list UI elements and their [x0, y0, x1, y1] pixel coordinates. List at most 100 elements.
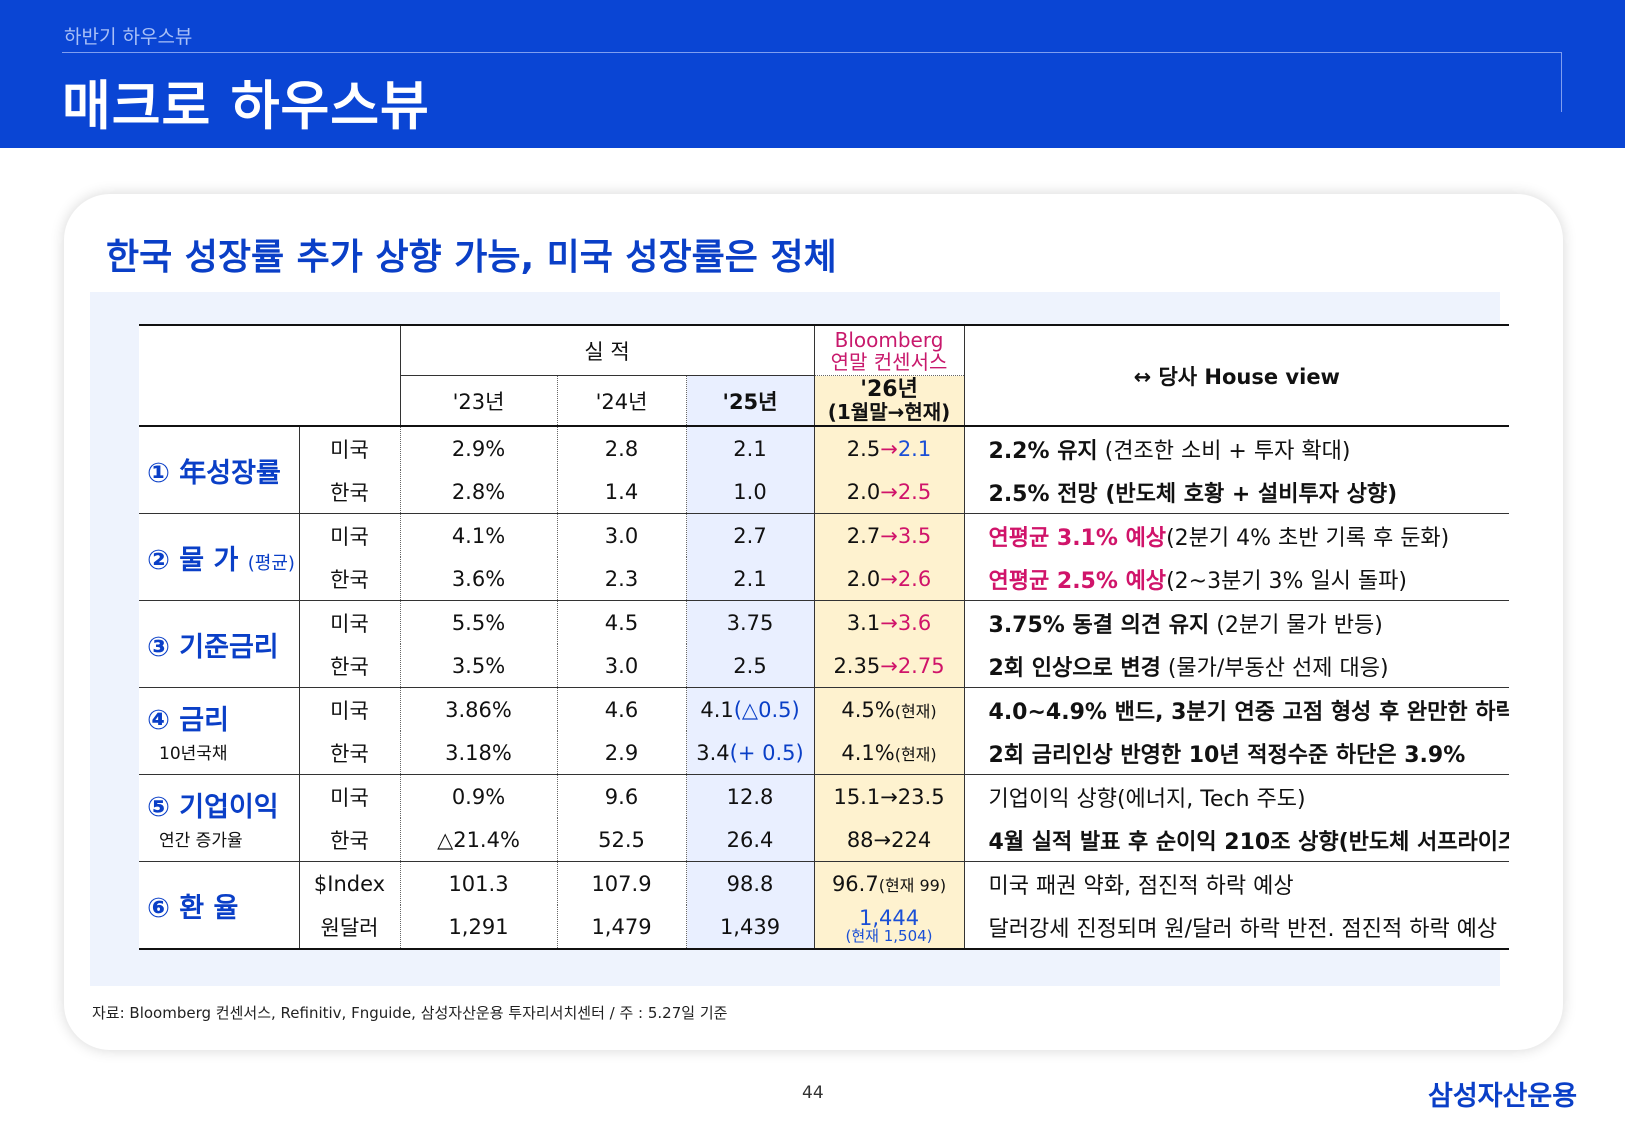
house-view-text: 4월 실적 발표 후 순이익 210조 상향(반도체 서프라이즈): [964, 818, 1510, 862]
consensus-current: (현재 1,504): [845, 926, 933, 945]
cell-value: 3.86%: [400, 687, 558, 731]
cell-value: 3.18%: [400, 731, 558, 775]
table-row: ③ 기준금리 미국 5.5% 4.5 3.75 3.1→3.6 3.75% 동결…: [139, 600, 1509, 688]
cell-value: 2.7: [686, 513, 815, 557]
cell-value: 9.6: [557, 774, 687, 818]
macro-table: 실 적 Bloomberg 연말 컨센서스 ↔ 당사 House view '2…: [139, 324, 1510, 950]
label-dollar-index: $Index: [299, 861, 401, 905]
category-policy-rate: ③ 기준금리: [139, 600, 300, 688]
country-kr: 한국: [299, 731, 401, 775]
house-view-text: 2회 금리인상 반영한 10년 적정수준 하단은 3.9%: [964, 731, 1510, 775]
cell-value: 3.0: [557, 513, 687, 557]
cell-value: 1.0: [686, 470, 815, 514]
cell-consensus: 88→224: [814, 818, 965, 862]
table-row: 한국 3.5% 3.0 2.5 2.35→2.75 2회 인상으로 변경 (물가…: [139, 644, 1510, 688]
cell-value: 4.1%: [400, 513, 558, 557]
bloomberg-label: Bloomberg: [834, 327, 944, 352]
cell-consensus: 2.35→2.75: [814, 644, 965, 688]
header-actual: 실 적: [400, 324, 815, 376]
cell-consensus: 2.0→2.6: [814, 557, 965, 601]
cell-value: 3.0: [557, 644, 687, 688]
table-row: 한국 2.8% 1.4 1.0 2.0→2.5 2.5% 전망 (반도체 호황 …: [139, 470, 1510, 514]
house-view-text: 달러강세 진정되며 원/달러 하락 반전. 점진적 하락 예상: [964, 905, 1510, 950]
cell-value: 2.8: [557, 426, 687, 470]
cell-value: 0.9%: [400, 774, 558, 818]
table-row: ① 年성장률 미국 2.9% 2.8 2.1 2.5→2.1 2.2% 유지 (…: [139, 426, 1509, 514]
cell-value: 52.5: [557, 818, 687, 862]
category-inflation: ② 물 가 (평균): [139, 513, 300, 601]
category-fx: ⑥ 환 율: [139, 861, 300, 950]
table-row: 한국 △21.4% 52.5 26.4 88→224 4월 실적 발표 후 순이…: [139, 818, 1510, 862]
country-us: 미국: [299, 426, 401, 470]
cell-value: 2.1: [686, 426, 815, 470]
header-2026-year: '26년: [860, 376, 918, 402]
cell-value: 1,479: [557, 905, 687, 950]
header-banner: 하반기 하우스뷰 매크로 하우스뷰: [0, 0, 1625, 148]
table-row: 원달러 1,291 1,479 1,439 1,444 (현재 1,504) 달…: [139, 905, 1510, 950]
cell-value: 1.4: [557, 470, 687, 514]
cell-consensus: 2.0→2.5: [814, 470, 965, 514]
cell-value: 101.3: [400, 861, 558, 905]
category-earnings: ⑤ 기업이익 연간 증가율: [139, 774, 300, 862]
header-2023: '23년: [400, 375, 558, 427]
page-title: 매크로 하우스뷰: [62, 76, 430, 137]
table-row: 한국 3.6% 2.3 2.1 2.0→2.6 연평균 2.5% 예상(2~3분…: [139, 557, 1510, 601]
header-2025: '25년: [686, 375, 815, 427]
table-row: ④ 금리 10년국채 미국 3.86% 4.6 4.1(△0.5) 4.5%(현재…: [139, 687, 1510, 775]
cell-value: 12.8: [686, 774, 815, 818]
cell-value: 26.4: [686, 818, 815, 862]
category-growth: ① 年성장률: [139, 426, 300, 514]
cell-consensus: 15.1→23.5: [814, 774, 965, 818]
house-view-text: 기업이익 상향(에너지, Tech 주도): [988, 786, 1306, 812]
house-view-text: 4.0~4.9% 밴드, 3분기 연중 고점 형성 후 완만한 하락: [988, 699, 1510, 725]
header-divider: [62, 52, 1562, 53]
country-kr: 한국: [299, 470, 401, 514]
source-note: 자료: Bloomberg 컨센서스, Refinitiv, Fnguide, …: [92, 1004, 728, 1022]
house-view-text: 2.5% 전망 (반도체 호황 + 설비투자 상향): [964, 470, 1510, 514]
category-bond-yield: ④ 금리 10년국채: [139, 687, 300, 775]
cell-value: 2.8%: [400, 470, 558, 514]
cell-value: 4.5: [557, 600, 687, 644]
cell-consensus: 3.1→3.6: [814, 600, 965, 644]
consensus-value: 1,444: [858, 905, 920, 930]
country-us: 미국: [299, 687, 401, 731]
content-card: 한국 성장률 추가 상향 가능, 미국 성장률은 정체 실 적 Bloomber…: [64, 194, 1563, 1050]
house-view-text: 2.2% 유지 (견조한 소비 + 투자 확대): [988, 438, 1351, 464]
house-view-text: 연평균 3.1% 예상(2분기 4% 초반 기록 후 둔화): [988, 525, 1450, 551]
country-kr: 한국: [299, 818, 401, 862]
cell-value: 107.9: [557, 861, 687, 905]
cell-consensus: 96.7(현재 99): [814, 861, 965, 905]
cell-value: 5.5%: [400, 600, 558, 644]
cell-value: 98.8: [686, 861, 815, 905]
cell-consensus: 2.5→2.1: [814, 426, 965, 470]
table-row: ⑥ 환 율 $Index 101.3 107.9 98.8 96.7(현재 99…: [139, 861, 1509, 950]
cell-value: 3.6%: [400, 557, 558, 601]
cell-consensus: 2.7→3.5: [814, 513, 965, 557]
header-2026-period: (1월말→현재): [827, 399, 951, 424]
table-row: ⑤ 기업이익 연간 증가율 미국 0.9% 9.6 12.8 15.1→23.5 …: [139, 774, 1509, 862]
cell-value: 2.1: [686, 557, 815, 601]
house-view-text: 2회 인상으로 변경 (물가/부동산 선제 대응): [964, 644, 1510, 688]
cell-value: △21.4%: [400, 818, 558, 862]
cell-value: 4.1(△0.5): [686, 687, 815, 731]
cell-consensus: 4.5%(현재): [814, 687, 965, 731]
header-divider-vertical: [1561, 52, 1562, 112]
cell-consensus: 4.1%(현재): [814, 731, 965, 775]
header-2024: '24년: [557, 375, 687, 427]
header-house-view: ↔ 당사 House view: [964, 324, 1510, 427]
cell-value: 4.6: [557, 687, 687, 731]
cell-value: 3.5%: [400, 644, 558, 688]
cell-consensus: 1,444 (현재 1,504): [814, 905, 965, 950]
country-us: 미국: [299, 513, 401, 557]
cell-value: 2.9%: [400, 426, 558, 470]
table-panel: 실 적 Bloomberg 연말 컨센서스 ↔ 당사 House view '2…: [90, 292, 1510, 986]
country-kr: 한국: [299, 557, 401, 601]
house-view-text: 3.75% 동결 의견 유지 (2분기 물가 반등): [988, 612, 1383, 638]
country-us: 미국: [299, 600, 401, 644]
header-blank: [139, 324, 401, 427]
table-row: ② 물 가 (평균) 미국 4.1% 3.0 2.7 2.7→3.5 연평균 3…: [139, 513, 1509, 601]
bloomberg-consensus-label: 연말 컨센서스: [830, 349, 948, 374]
country-us: 미국: [299, 774, 401, 818]
cell-value: 3.75: [686, 600, 815, 644]
cell-value: 2.5: [686, 644, 815, 688]
